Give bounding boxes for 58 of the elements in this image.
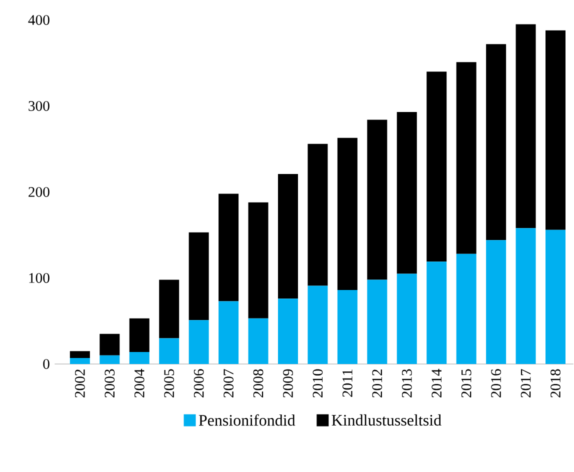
bar — [188, 232, 209, 320]
x-tick-label: 2003 — [104, 369, 115, 398]
bar — [129, 318, 150, 352]
legend-label: Pensionifondid — [198, 414, 296, 426]
bar — [396, 112, 417, 274]
bar — [100, 334, 120, 356]
bar — [456, 62, 476, 254]
x-tick-label: 2016 — [491, 369, 502, 398]
bar — [159, 338, 180, 364]
bar — [546, 230, 566, 364]
x-tick-label: 2018 — [550, 369, 560, 398]
bar — [308, 144, 328, 286]
x-tick-label: 2013 — [402, 369, 412, 398]
y-tick-label: 200 — [28, 187, 50, 197]
y-tick-label: 0 — [43, 359, 50, 369]
legend-label: Kindlustusseltsid — [332, 414, 442, 426]
x-tick-label: 2011 — [342, 370, 352, 397]
y-tick-label: 400 — [28, 15, 50, 25]
bar — [100, 355, 120, 364]
bar — [248, 202, 268, 318]
bar — [70, 351, 90, 358]
x-tick-label: 2004 — [134, 368, 144, 398]
bar — [456, 254, 476, 364]
x-tick-label: 2007 — [224, 369, 234, 398]
x-tick-label: 2009 — [283, 369, 293, 398]
bar — [218, 194, 239, 302]
x-tick-label: 2002 — [74, 370, 85, 398]
bar — [546, 30, 566, 230]
bar — [486, 240, 506, 364]
bar — [367, 120, 388, 280]
bar — [426, 262, 447, 364]
x-tick-label: 2012 — [372, 370, 382, 398]
bar — [516, 24, 536, 228]
bar — [486, 44, 506, 240]
y-tick-label: 300 — [28, 101, 50, 111]
bar — [248, 318, 268, 364]
bar — [337, 290, 358, 364]
x-tick-label: 2017 — [520, 369, 531, 398]
bar — [367, 280, 388, 364]
bar — [278, 174, 298, 299]
x-tick-label: 2010 — [312, 369, 323, 398]
x-tick-label: 2015 — [461, 369, 472, 398]
x-tick-label: 2006 — [194, 369, 204, 398]
bar — [337, 138, 358, 290]
bar — [218, 301, 239, 364]
bar — [159, 280, 180, 338]
x-tick-label: 2014 — [432, 368, 442, 398]
y-tick-label: 100 — [29, 273, 50, 283]
bar — [308, 286, 328, 364]
x-tick-label: 2005 — [164, 369, 174, 398]
bar — [516, 228, 536, 364]
bar — [278, 298, 298, 364]
x-tick-label: 2008 — [253, 369, 264, 398]
bar — [129, 352, 150, 364]
bar — [188, 320, 209, 364]
bar — [396, 274, 417, 364]
bar — [70, 358, 90, 364]
bar — [426, 72, 447, 262]
